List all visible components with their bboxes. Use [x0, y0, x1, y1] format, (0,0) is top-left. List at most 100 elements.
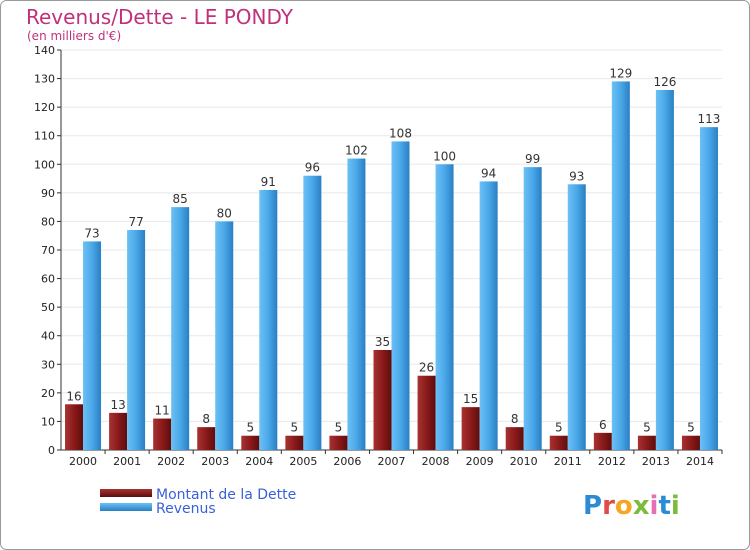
y-tick-label: 40: [41, 330, 55, 343]
x-tick-label: 2000: [69, 455, 97, 468]
debt-bar: [329, 435, 348, 450]
y-tick-label: 140: [34, 44, 55, 57]
debt-bar: [549, 435, 568, 450]
x-tick-label: 2002: [157, 455, 185, 468]
y-tick-label: 100: [34, 158, 55, 171]
revenue-value-label: 80: [217, 206, 232, 220]
data-labels: 1673137711858805915965102351082610015948…: [66, 66, 720, 434]
revenue-value-label: 99: [525, 152, 540, 166]
x-tick-label: 2005: [289, 455, 317, 468]
y-tick-label: 120: [34, 101, 55, 114]
revenue-value-label: 85: [173, 192, 188, 206]
revenue-bar: [435, 164, 454, 451]
y-tick-label: 30: [41, 358, 55, 371]
debt-value-label: 13: [110, 398, 125, 412]
debt-bar: [241, 435, 260, 450]
x-tick-label: 2006: [333, 455, 361, 468]
revenue-bar: [567, 184, 586, 451]
axes: 0 10 20 30 40 50 60 70 80 90 100 110 120 130 140 2000 20…: [34, 44, 723, 468]
revenue-value-label: 113: [698, 112, 721, 126]
debt-value-label: 5: [687, 421, 695, 435]
debt-value-label: 35: [375, 335, 390, 349]
y-tick-label: 10: [41, 415, 55, 428]
revenue-bar: [259, 190, 278, 450]
revenue-bar: [171, 207, 190, 450]
x-tick-label: 2011: [554, 455, 582, 468]
revenue-value-label: 96: [305, 161, 320, 175]
chart-subtitle: (en milliers d'€): [27, 29, 121, 43]
debt-bar: [417, 375, 436, 450]
debt-value-label: 5: [555, 421, 563, 435]
debt-bar: [373, 350, 392, 450]
debt-value-label: 8: [202, 412, 210, 426]
legend-swatch-debt: [100, 489, 152, 497]
y-tick-label: 60: [41, 273, 55, 286]
debt-bar: [109, 412, 128, 450]
legend-swatch-revenue: [100, 503, 152, 511]
revenue-value-label: 126: [653, 75, 676, 89]
x-tick-label: 2001: [113, 455, 141, 468]
legend-label-debt: Montant de la Dette: [156, 487, 296, 503]
x-tick-label: 2004: [245, 455, 273, 468]
chart-title: Revenus/Dette - LE PONDY: [26, 5, 294, 29]
debt-value-label: 8: [511, 412, 519, 426]
debt-value-label: 15: [463, 392, 478, 406]
revenue-bar: [523, 167, 542, 450]
debt-value-label: 26: [419, 361, 434, 375]
y-tick-label: 70: [41, 244, 55, 257]
x-tick-label: 2008: [422, 455, 450, 468]
debt-value-label: 5: [643, 421, 651, 435]
y-tick-label: 130: [34, 73, 55, 86]
bars: [65, 81, 718, 451]
debt-value-label: 5: [246, 421, 254, 435]
y-tick-label: 50: [41, 301, 55, 314]
y-tick-label: 110: [34, 130, 55, 143]
x-tick-label: 2010: [510, 455, 538, 468]
x-tick-label: 2014: [686, 455, 714, 468]
debt-bar: [461, 407, 480, 450]
revenue-bar: [347, 158, 366, 451]
debt-bar: [197, 427, 216, 450]
x-tick-label: 2012: [598, 455, 626, 468]
revenue-value-label: 91: [261, 175, 276, 189]
debt-bar: [285, 435, 304, 450]
revenue-bar: [391, 141, 410, 450]
y-tick-label: 20: [41, 387, 55, 400]
revenue-bar: [611, 81, 630, 450]
y-tick-label: 80: [41, 215, 55, 228]
debt-bar: [593, 432, 612, 450]
x-tick-label: 2009: [466, 455, 494, 468]
revenue-bar: [479, 181, 498, 450]
debt-value-label: 6: [599, 418, 607, 432]
revenue-bar: [215, 221, 234, 450]
revenue-value-label: 100: [433, 149, 456, 163]
x-tick-label: 2013: [642, 455, 670, 468]
revenue-value-label: 93: [569, 169, 584, 183]
revenue-value-label: 73: [84, 226, 99, 240]
revenue-bar: [655, 90, 674, 450]
revenue-bar: [127, 230, 146, 450]
proxiti-logo: Proxiti: [583, 491, 680, 521]
proxiti-logo-text: Proxiti: [583, 491, 680, 521]
debt-value-label: 5: [335, 421, 343, 435]
y-tick-label: 0: [48, 444, 55, 457]
revenue-value-label: 108: [389, 126, 412, 140]
revenue-value-label: 94: [481, 166, 496, 180]
x-tick-label: 2003: [201, 455, 229, 468]
revenue-value-label: 102: [345, 144, 368, 158]
debt-bar: [637, 435, 656, 450]
debt-value-label: 16: [66, 389, 81, 403]
debt-bar: [505, 427, 524, 450]
x-tick-label: 2007: [378, 455, 406, 468]
revenue-bar: [83, 241, 102, 450]
debt-value-label: 11: [155, 404, 170, 418]
debt-value-label: 5: [291, 421, 299, 435]
revenue-bar: [303, 175, 322, 450]
y-tick-label: 90: [41, 187, 55, 200]
debt-bar: [65, 404, 84, 450]
debt-bar: [153, 418, 172, 450]
revenue-value-label: 77: [128, 215, 143, 229]
